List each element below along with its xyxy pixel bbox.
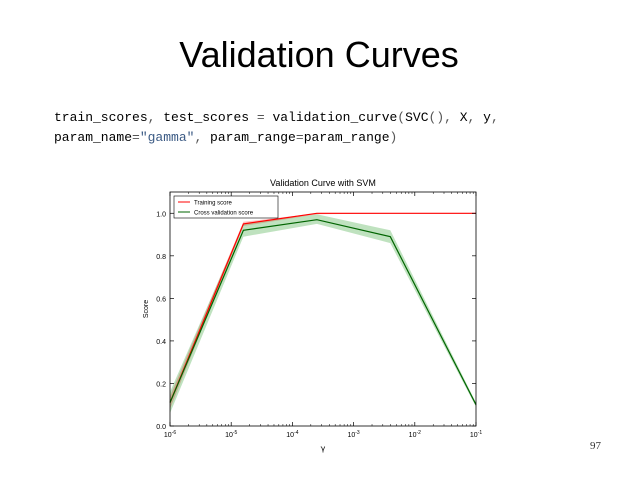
legend-box (173, 195, 279, 219)
legend-label: Training score (194, 201, 232, 207)
y-tick-label: 0.4 (156, 339, 166, 346)
x-tick-label: 10-2 (409, 430, 421, 439)
x-axis-label: γ (321, 444, 326, 453)
legend-label: Cross validation score (194, 211, 254, 217)
y-axis-label: Score (143, 300, 150, 318)
code-token: param_range (210, 130, 296, 145)
y-tick-label: 0.6 (156, 296, 166, 303)
code-token: = (256, 110, 265, 125)
code-line-2: param_name="gamma", param_range=param_ra… (54, 130, 397, 145)
page-number: 97 (590, 440, 601, 452)
code-token: , (467, 110, 484, 125)
x-tick-label: 10-4 (286, 430, 298, 439)
plot-frame (169, 191, 477, 427)
code-token: , (194, 130, 211, 145)
y-tick-label: 0.0 (156, 424, 166, 431)
code-line-1: train_scores, test_scores = validation_c… (54, 110, 499, 125)
code-snippet: train_scores, test_scores = validation_c… (54, 108, 499, 148)
series-line-training (169, 212, 476, 403)
code-token: test_scores (163, 110, 257, 125)
chart-title: Validation Curve with SVM (270, 178, 376, 188)
code-token: , (490, 110, 499, 125)
code-token: y (483, 110, 491, 125)
code-token: SVC (405, 110, 429, 125)
slide-title: Validation Curves (179, 34, 459, 75)
y-tick-label: 0.2 (156, 381, 166, 388)
code-token: = (295, 130, 304, 145)
code-token: X (459, 110, 468, 125)
legend: Training score Cross validation score (173, 195, 279, 219)
code-token: param_name (54, 130, 133, 145)
code-token: ( (397, 110, 406, 125)
x-tick-label: 10-6 (164, 430, 176, 439)
code-token: (), (428, 110, 460, 125)
series-line-cross-validation (169, 219, 477, 405)
code-token: param_range (303, 130, 390, 145)
code-token: validation_curve (264, 110, 398, 125)
code-token: "gamma" (139, 130, 195, 145)
code-token: , (147, 110, 164, 125)
code-token: = (132, 130, 140, 145)
code-token: train_scores (54, 110, 148, 125)
code-token: ) (389, 130, 398, 145)
y-tick-label: 0.8 (156, 254, 166, 261)
y-tick-label: 1.0 (156, 211, 166, 218)
x-tick-label: 10-1 (470, 430, 482, 439)
x-tick-label: 10-3 (347, 430, 359, 439)
x-tick-label: 10-5 (225, 430, 237, 439)
